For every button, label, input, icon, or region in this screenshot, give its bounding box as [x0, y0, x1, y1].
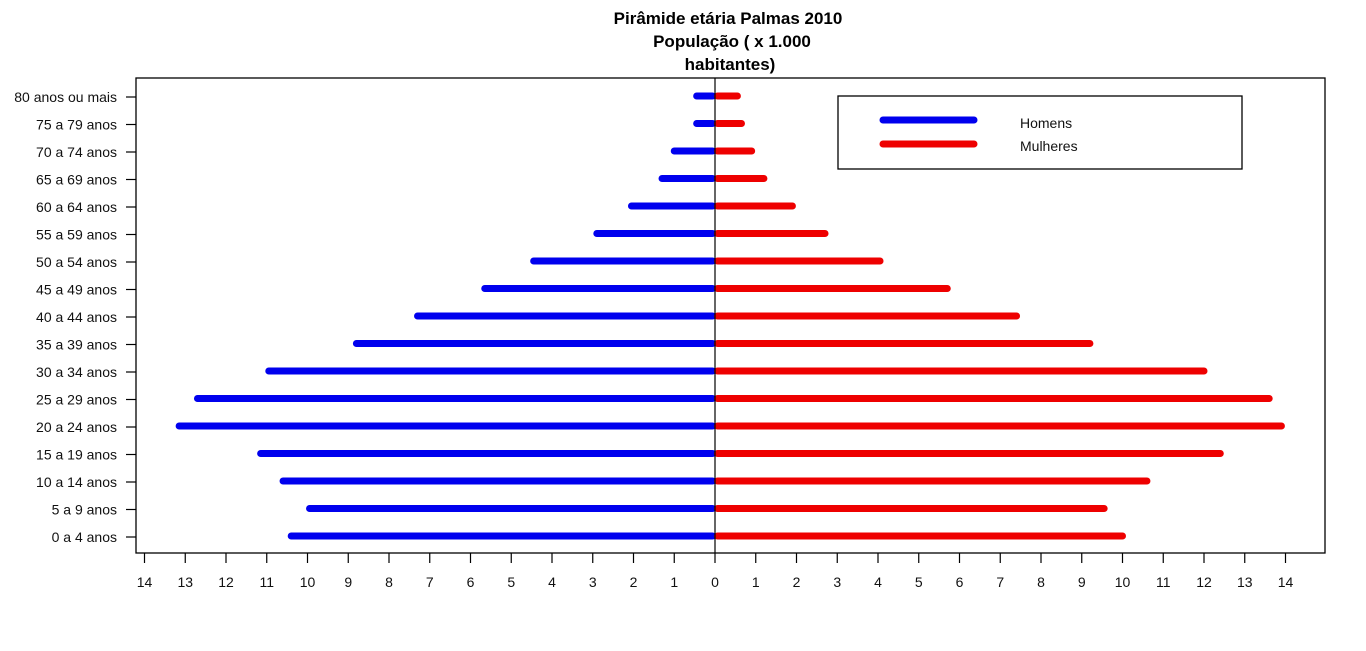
- y-tick-label: 25 a 29 anos: [36, 392, 117, 408]
- y-tick-label: 5 a 9 anos: [52, 502, 117, 518]
- x-tick-label-left: 9: [344, 574, 352, 590]
- x-tick-label-right: 13: [1237, 574, 1253, 590]
- x-tick-label-left: 0: [711, 574, 719, 590]
- y-tick-label: 15 a 19 anos: [36, 447, 117, 463]
- x-tick-label-left: 3: [589, 574, 597, 590]
- x-tick-label-left: 11: [259, 574, 274, 590]
- x-tick-label-right: 1: [752, 574, 760, 590]
- y-tick-label: 60 a 64 anos: [36, 199, 117, 215]
- x-tick-label-right: 10: [1115, 574, 1131, 590]
- x-tick-label-right: 9: [1078, 574, 1086, 590]
- bars-group: [175, 92, 1285, 540]
- y-tick-label: 80 anos ou mais: [14, 89, 117, 105]
- chart-title: Pirâmide etária Palmas 2010 População ( …: [614, 9, 843, 74]
- x-tick-label-right: 4: [874, 574, 882, 590]
- x-tick-label-left: 7: [426, 574, 434, 590]
- x-axis: 14 13 12 11 10 9 8 7 6 5 4 3 2 1 0 1 2 3 4 5 6 7 8 9 10 11 12 13 14: [137, 553, 1294, 590]
- y-tick-label: 70 a 74 anos: [36, 144, 117, 160]
- x-tick-label-right: 8: [1037, 574, 1045, 590]
- chart-title-line-1: Pirâmide etária Palmas 2010: [614, 9, 843, 28]
- y-axis: 0 a 4 anos 5 a 9 anos 10 a 14 anos 15 a 19 …: [14, 89, 136, 545]
- y-tick-label: 0 a 4 anos: [52, 529, 117, 545]
- y-tick-label: 40 a 44 anos: [36, 309, 117, 325]
- y-tick-label: 55 a 59 anos: [36, 227, 117, 243]
- x-tick-label-right: 11: [1156, 574, 1171, 590]
- y-tick-label: 10 a 14 anos: [36, 474, 117, 490]
- x-tick-label-left: 6: [467, 574, 475, 590]
- x-tick-label-right: 5: [915, 574, 923, 590]
- y-tick-label: 35 a 39 anos: [36, 337, 117, 353]
- legend-box: [837, 95, 1243, 170]
- x-tick-label-left: 12: [218, 574, 234, 590]
- x-tick-label-right: 2: [793, 574, 801, 590]
- x-tick-label-left: 14: [137, 574, 153, 590]
- x-tick-label-left: 2: [630, 574, 638, 590]
- chart-title-line-2: População ( x 1.000: [653, 32, 811, 51]
- legend-label-mulheres: Mulheres: [1020, 138, 1078, 154]
- x-tick-label-right: 12: [1196, 574, 1212, 590]
- x-tick-label-left: 4: [548, 574, 556, 590]
- y-tick-label: 75 a 79 anos: [36, 117, 117, 133]
- x-tick-label-left: 5: [507, 574, 515, 590]
- legend-label-homens: Homens: [1020, 115, 1072, 131]
- x-tick-label-right: 14: [1278, 574, 1294, 590]
- x-tick-label-left: 10: [300, 574, 316, 590]
- plot-frame: [135, 77, 1326, 554]
- x-tick-label-right: 3: [833, 574, 841, 590]
- legend: Homens Mulheres: [837, 95, 1243, 170]
- x-tick-label-left: 8: [385, 574, 393, 590]
- x-tick-label-right: 7: [996, 574, 1004, 590]
- x-tick-label-left: 1: [670, 574, 678, 590]
- y-tick-label: 20 a 24 anos: [36, 419, 117, 435]
- x-tick-label-right: 6: [956, 574, 964, 590]
- y-tick-label: 65 a 69 anos: [36, 172, 117, 188]
- y-tick-label: 45 a 49 anos: [36, 282, 117, 298]
- y-tick-label: 50 a 54 anos: [36, 254, 117, 270]
- chart-title-line-3: habitantes): [685, 55, 776, 74]
- y-tick-label: 30 a 34 anos: [36, 364, 117, 380]
- x-tick-label-left: 13: [177, 574, 193, 590]
